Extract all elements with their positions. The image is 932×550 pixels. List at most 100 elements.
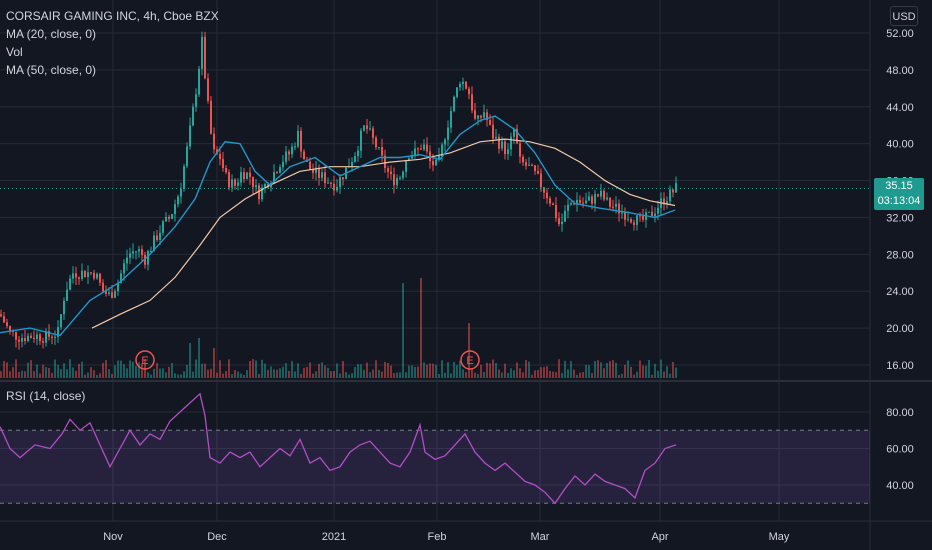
volume-bar: [285, 363, 287, 378]
candle: [468, 88, 470, 95]
volume-bar: [486, 362, 488, 378]
volume-bar: [510, 368, 512, 378]
candle: [171, 214, 173, 219]
volume-bar: [297, 363, 299, 378]
candle: [519, 143, 521, 157]
volume-bar: [186, 364, 188, 378]
candle: [552, 203, 554, 205]
vol-legend[interactable]: Vol: [6, 45, 23, 59]
candle: [648, 211, 650, 213]
candles: [0, 31, 677, 350]
candle: [150, 250, 152, 252]
volume-bar: [360, 364, 362, 378]
earnings-marker: E: [460, 350, 480, 370]
volume-bar: [357, 363, 359, 378]
candle: [213, 133, 215, 150]
volume-bar: [240, 373, 242, 378]
candle: [636, 215, 638, 225]
candle: [30, 335, 32, 338]
volume-bar: [576, 374, 578, 378]
volume-bar: [300, 373, 302, 378]
candle: [189, 125, 191, 147]
candle: [630, 219, 632, 223]
volume-bar: [558, 359, 560, 378]
volume-bar: [612, 360, 614, 378]
candle: [525, 162, 527, 166]
candle: [528, 164, 530, 166]
volume-bar: [393, 373, 395, 378]
candle: [93, 272, 95, 279]
candle: [36, 334, 38, 339]
candle: [423, 144, 425, 150]
volume-bar: [96, 374, 98, 378]
candle: [516, 128, 518, 144]
volume-bar: [396, 372, 398, 378]
candle: [129, 253, 131, 258]
ma50-legend[interactable]: MA (50, close, 0): [6, 63, 97, 77]
rsi-legend[interactable]: RSI (14, close): [6, 389, 86, 403]
candle: [309, 161, 311, 170]
volume-bar: [255, 360, 257, 378]
candle: [369, 128, 371, 130]
volume-bar: [81, 361, 83, 378]
candle: [192, 106, 194, 126]
volume-bar: [372, 369, 374, 378]
candle: [135, 251, 137, 253]
volume-bar: [318, 363, 320, 378]
candle: [6, 322, 8, 327]
countdown-timer: 03:13:04: [877, 195, 921, 207]
volume-bar: [3, 360, 5, 378]
candle: [303, 151, 305, 160]
volume-bar: [51, 372, 53, 378]
candle: [102, 282, 104, 292]
candle: [450, 111, 452, 128]
volume-bar: [438, 374, 440, 378]
volume-bar: [174, 373, 176, 378]
candle: [246, 172, 248, 179]
candle: [378, 147, 380, 149]
volume-bar: [99, 373, 101, 378]
candle: [201, 36, 203, 69]
candle: [618, 203, 620, 214]
volume-bar: [444, 372, 446, 378]
volume-bar: [276, 369, 278, 378]
volume-bar: [147, 372, 149, 378]
volume-bar: [579, 372, 581, 378]
volume-bar: [267, 369, 269, 378]
candle: [408, 158, 410, 161]
candle: [51, 336, 53, 338]
volume-bar: [591, 373, 593, 378]
candle: [570, 203, 572, 205]
volume-bar: [87, 372, 89, 378]
candle: [114, 291, 116, 298]
candle: [60, 314, 62, 328]
candle: [63, 300, 65, 315]
volume-bar: [546, 366, 548, 378]
candle: [0, 314, 2, 317]
volume-bar: [462, 369, 464, 378]
volume-bar: [504, 363, 506, 378]
candle: [231, 179, 233, 188]
volume-bar: [69, 359, 71, 378]
volume-bar: [45, 367, 47, 378]
volume-bar: [12, 367, 14, 378]
candle: [534, 165, 536, 172]
ma20-legend[interactable]: MA (20, close, 0): [6, 27, 97, 41]
candle: [531, 164, 533, 166]
candle: [282, 161, 284, 168]
volume-bar: [228, 359, 230, 378]
time-tick-label: 2021: [322, 531, 346, 543]
volume-bar: [570, 361, 572, 378]
volume-bar: [411, 365, 413, 378]
candle: [3, 316, 5, 323]
volume-bar: [369, 372, 371, 378]
candle: [84, 270, 86, 278]
volume-bar: [303, 367, 305, 378]
volume-bar: [477, 373, 479, 378]
currency-badge[interactable]: USD: [890, 6, 918, 26]
volume-bar: [225, 371, 227, 378]
candle: [522, 156, 524, 163]
volume-bar: [126, 368, 128, 378]
volume-bar: [36, 364, 38, 378]
